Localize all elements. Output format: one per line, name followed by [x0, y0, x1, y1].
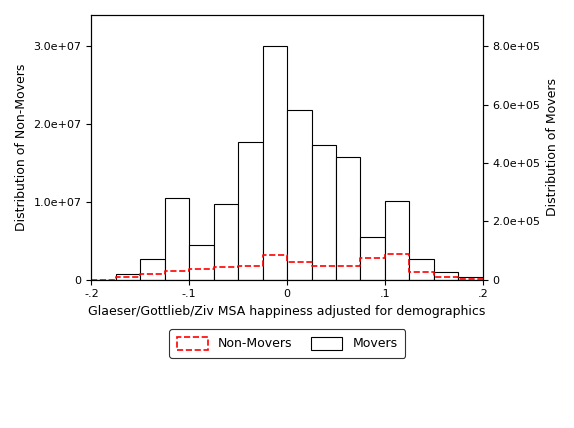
Y-axis label: Distribution of Movers: Distribution of Movers: [546, 78, 559, 216]
Bar: [189, 244, 214, 279]
Bar: [116, 274, 140, 279]
Bar: [263, 46, 287, 279]
Bar: [409, 259, 434, 279]
Bar: [140, 259, 165, 279]
Bar: [214, 204, 238, 279]
Bar: [336, 157, 360, 279]
Bar: [238, 143, 263, 279]
Bar: [434, 272, 458, 279]
Bar: [360, 237, 385, 279]
Legend: Non-Movers, Movers: Non-Movers, Movers: [169, 329, 405, 358]
X-axis label: Glaeser/Gottlieb/Ziv MSA happiness adjusted for demographics: Glaeser/Gottlieb/Ziv MSA happiness adjus…: [88, 305, 486, 318]
Bar: [165, 198, 189, 279]
Bar: [312, 146, 336, 279]
Bar: [385, 201, 409, 279]
Bar: [458, 276, 483, 279]
Bar: [287, 110, 312, 279]
Y-axis label: Distribution of Non-Movers: Distribution of Non-Movers: [15, 64, 28, 231]
